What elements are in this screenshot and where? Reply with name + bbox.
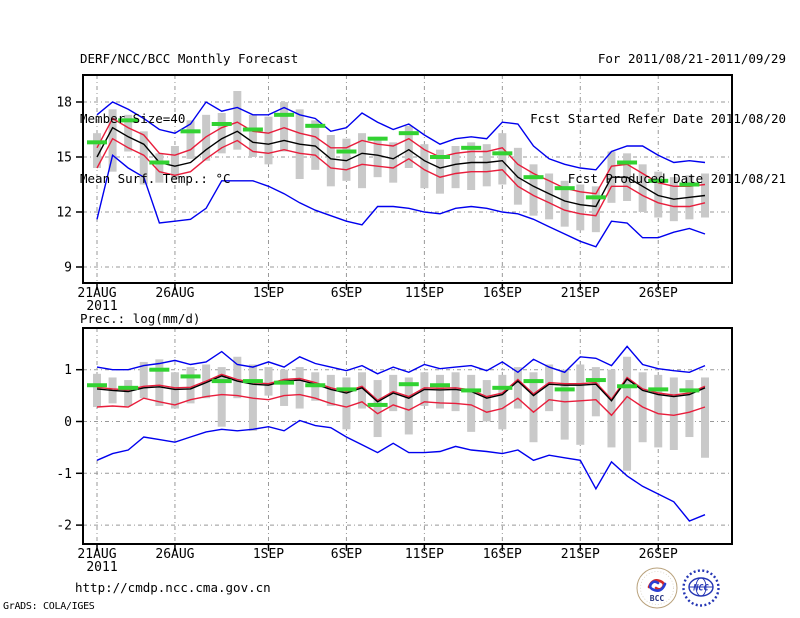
- fcst-refer-date: Fcst Started Refer Date 2011/08/20: [530, 111, 786, 126]
- plot-frame: [82, 327, 733, 545]
- svg-text:18: 18: [56, 96, 72, 111]
- grid-lines: [83, 328, 732, 544]
- svg-text:26AUG: 26AUG: [155, 286, 194, 301]
- svg-text:26SEP: 26SEP: [639, 547, 678, 562]
- grads-credit: GrADS: COLA/IGES: [3, 601, 95, 612]
- series-upper-spread: [96, 117, 706, 195]
- svg-text:11SEP: 11SEP: [405, 547, 444, 562]
- svg-text:-1: -1: [56, 467, 72, 482]
- svg-text:21SEP: 21SEP: [561, 547, 600, 562]
- axis-ticks: [76, 101, 659, 290]
- axis-labels: -2 -1 0 1 21AUG 26AUG 1SEP 6SEP 11SEP 16SEP 21SEP 2…: [56, 363, 678, 575]
- axis-ticks: [76, 368, 659, 551]
- svg-text:1: 1: [64, 363, 72, 378]
- svg-text:21AUG: 21AUG: [77, 286, 116, 301]
- svg-text:26AUG: 26AUG: [155, 547, 194, 562]
- header-right: For 2011/08/21-2011/09/29 Fcst Started R…: [530, 9, 786, 229]
- member-range-bars: [93, 356, 709, 471]
- svg-text:9: 9: [64, 261, 72, 276]
- series-upper-spread: [96, 373, 706, 402]
- plot-frame: [82, 74, 733, 284]
- bcc-swirl-blue: [648, 580, 667, 592]
- svg-text:0: 0: [64, 415, 72, 430]
- svg-text:21SEP: 21SEP: [561, 286, 600, 301]
- climatology-dashes: [87, 112, 700, 200]
- ncc-logo-text: NCC: [692, 584, 709, 594]
- climatology-dashes: [87, 367, 700, 407]
- svg-text:16SEP: 16SEP: [483, 286, 522, 301]
- temp-chart: 9 12 15 18 21AUG 26AUG 1SEP 6SEP 11SEP 16SEP 21SEP…: [56, 74, 733, 315]
- axis-labels: 9 12 15 18 21AUG 26AUG 1SEP 6SEP 11SEP 16SEP 21SEP…: [56, 96, 678, 315]
- footer-logos: BCC NCC: [636, 567, 720, 609]
- svg-text:12: 12: [56, 206, 72, 221]
- svg-text:11SEP: 11SEP: [405, 286, 444, 301]
- svg-text:-2: -2: [56, 519, 72, 534]
- svg-text:21AUG: 21AUG: [77, 547, 116, 562]
- fcst-produced-date: Fcst Produced Date 2011/08/21: [567, 171, 786, 186]
- bcc-logo-text: BCC: [650, 594, 665, 603]
- member-size-label: Member Size=40: [80, 111, 186, 126]
- series-ensemble-mean: [96, 375, 706, 403]
- series-ensemble-max: [96, 345, 706, 375]
- forecast-period: For 2011/08/21-2011/09/29: [597, 51, 786, 66]
- series-ensemble-min: [96, 419, 706, 522]
- header-left: DERF/NCC/BCC Monthly Forecast Member Siz…: [80, 9, 298, 229]
- svg-text:1SEP: 1SEP: [253, 547, 284, 562]
- prec-chart-title: Prec.: log(mm/d): [80, 311, 201, 326]
- svg-text:2011: 2011: [86, 299, 117, 314]
- svg-text:2011: 2011: [86, 560, 117, 575]
- svg-text:6SEP: 6SEP: [331, 286, 362, 301]
- svg-text:26SEP: 26SEP: [639, 286, 678, 301]
- ncc-wreath: [682, 569, 720, 607]
- footer-url-link[interactable]: http://cmdp.ncc.cma.gov.cn: [75, 580, 271, 595]
- series-lower-spread: [96, 137, 706, 217]
- prec-chart: -2 -1 0 1 21AUG 26AUG 1SEP 6SEP 11SEP 16SEP 21SEP 2…: [56, 327, 733, 575]
- series-ensemble-max: [96, 101, 706, 171]
- bcc-logo: BCC: [636, 567, 678, 609]
- report-title: DERF/NCC/BCC Monthly Forecast: [80, 51, 299, 66]
- svg-text:6SEP: 6SEP: [331, 547, 362, 562]
- series-ensemble-mean: [96, 126, 706, 208]
- svg-text:1SEP: 1SEP: [253, 286, 284, 301]
- series-lower-spread: [96, 393, 706, 417]
- svg-text:15: 15: [56, 151, 72, 166]
- temp-chart-title: Mean Surf. Temp.: °C: [80, 171, 231, 186]
- ncc-logo: NCC: [682, 569, 720, 607]
- svg-text:16SEP: 16SEP: [483, 547, 522, 562]
- series-ensemble-min: [96, 153, 706, 248]
